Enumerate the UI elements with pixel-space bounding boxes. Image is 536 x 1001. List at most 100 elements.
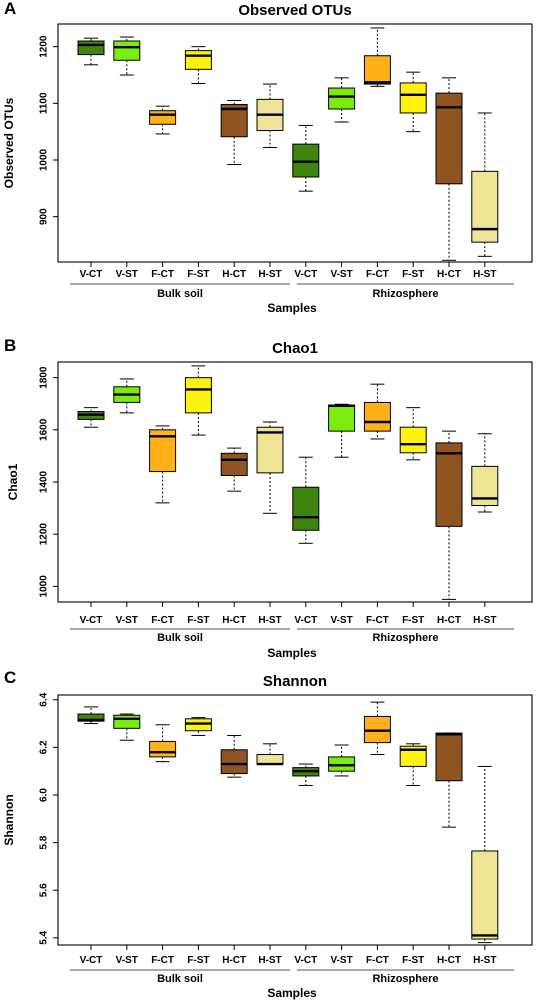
box-v-st — [113, 378, 141, 414]
x-tick-label: V-CT — [80, 269, 103, 280]
box-body — [77, 40, 105, 56]
box-v-ct — [292, 124, 320, 192]
box-body — [328, 404, 356, 432]
box-body — [363, 55, 391, 85]
y-tick-label: 5.8 — [39, 835, 50, 849]
box-body — [292, 486, 320, 531]
box-f-st — [399, 71, 427, 133]
x-tick-label: H-ST — [258, 615, 281, 626]
box-f-st — [184, 717, 212, 736]
box-body — [184, 50, 212, 70]
x-tick-label: H-CT — [437, 955, 461, 966]
box-h-st — [471, 433, 499, 513]
box-h-ct — [220, 100, 248, 166]
y-tick-label: 1200 — [39, 523, 50, 546]
box-f-ct — [363, 701, 391, 756]
box-body — [113, 40, 141, 61]
box-v-st — [328, 77, 356, 123]
x-tick-label: F-ST — [187, 269, 209, 280]
box-h-st — [471, 112, 499, 257]
box-f-ct — [149, 105, 177, 135]
y-tick-label: 1400 — [39, 470, 50, 493]
panel-b: B Chao1 Chao1 1000 1200 1400 1600 1800 V-CT V-ST F… — [4, 336, 533, 660]
x-axis-label: Samples — [267, 986, 317, 1000]
box-body — [184, 377, 212, 414]
x-tick-label: V-ST — [116, 615, 138, 626]
box-v-ct — [77, 706, 105, 725]
box-body — [399, 745, 427, 767]
box-body — [471, 850, 499, 940]
x-tick-label: V-ST — [116, 955, 138, 966]
box-f-st — [399, 407, 427, 461]
panel-letter: B — [4, 336, 16, 355]
x-tick-label: H-ST — [258, 269, 281, 280]
box-h-st — [256, 743, 284, 766]
box-body — [113, 714, 141, 729]
y-tick-label: 5.6 — [39, 883, 50, 897]
box-v-ct — [292, 456, 320, 544]
box-body — [471, 170, 499, 243]
x-tick-label: H-ST — [473, 615, 496, 626]
panel-c: C Shannon Shannon 5.4 5.6 5.8 6.0 6.2 6.4 V-CT V-S… — [2, 668, 533, 1000]
box-body — [435, 442, 463, 527]
x-tick-label: H-CT — [437, 269, 461, 280]
x-tick-label: V-ST — [330, 615, 352, 626]
x-tick-label: H-CT — [222, 955, 246, 966]
x-tick-label: H-CT — [437, 615, 461, 626]
x-tick-label: H-ST — [258, 955, 281, 966]
box-body — [149, 110, 177, 125]
group-label: Rhizosphere — [372, 632, 438, 644]
box-h-st — [256, 83, 284, 149]
x-tick-label: V-CT — [294, 269, 317, 280]
y-axis-label: Chao1 — [6, 463, 20, 500]
box-h-ct — [435, 732, 463, 828]
box-f-st — [184, 46, 212, 84]
box-h-ct — [220, 734, 248, 778]
box-v-ct — [77, 37, 105, 66]
group-label: Bulk soil — [157, 288, 203, 300]
box-body — [149, 740, 177, 758]
x-tick-label: F-ST — [402, 955, 424, 966]
box-f-ct — [363, 383, 391, 440]
box-v-ct — [292, 763, 320, 786]
y-tick-label: 5.4 — [39, 930, 50, 944]
x-tick-label: F-ST — [402, 269, 424, 280]
box-body — [220, 749, 248, 775]
group-label: Bulk soil — [157, 973, 203, 985]
y-tick-label: 900 — [39, 208, 50, 225]
x-tick-label: F-CT — [151, 955, 174, 966]
x-tick-label: V-ST — [116, 269, 138, 280]
chart-title: Chao1 — [272, 340, 318, 357]
x-tick-label: F-CT — [366, 269, 389, 280]
box-v-ct — [77, 407, 105, 428]
y-tick-label: 1000 — [39, 148, 50, 171]
y-tick-label: 6.4 — [39, 692, 50, 706]
y-tick-label: 1100 — [39, 92, 50, 114]
box-h-st — [256, 421, 284, 514]
x-tick-label: F-ST — [402, 615, 424, 626]
chart-title: Observed OTUs — [238, 2, 351, 19]
group-label: Bulk soil — [157, 632, 203, 644]
x-tick-label: V-CT — [294, 955, 317, 966]
y-tick-label: 6.2 — [39, 740, 50, 754]
x-tick-label: H-ST — [473, 955, 496, 966]
box-v-st — [328, 744, 356, 777]
x-tick-label: H-ST — [473, 269, 496, 280]
box-f-ct — [149, 724, 177, 763]
x-tick-label: V-CT — [80, 615, 103, 626]
chart-title: Shannon — [263, 673, 327, 690]
x-tick-label: V-ST — [330, 269, 352, 280]
box-body — [363, 401, 391, 432]
group-label: Rhizosphere — [372, 288, 438, 300]
x-tick-label: F-CT — [151, 615, 174, 626]
group-label: Rhizosphere — [372, 973, 438, 985]
x-axis-label: Samples — [267, 646, 317, 660]
x-tick-label: V-CT — [80, 955, 103, 966]
box-body — [256, 426, 284, 474]
box-h-st — [471, 765, 499, 944]
box-body — [435, 732, 463, 782]
x-axis-label: Samples — [267, 301, 317, 315]
x-tick-label: F-CT — [366, 955, 389, 966]
box-f-st — [184, 365, 212, 436]
box-body — [399, 426, 427, 454]
